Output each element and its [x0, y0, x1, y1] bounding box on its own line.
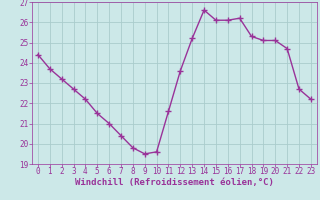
X-axis label: Windchill (Refroidissement éolien,°C): Windchill (Refroidissement éolien,°C) [75, 178, 274, 187]
